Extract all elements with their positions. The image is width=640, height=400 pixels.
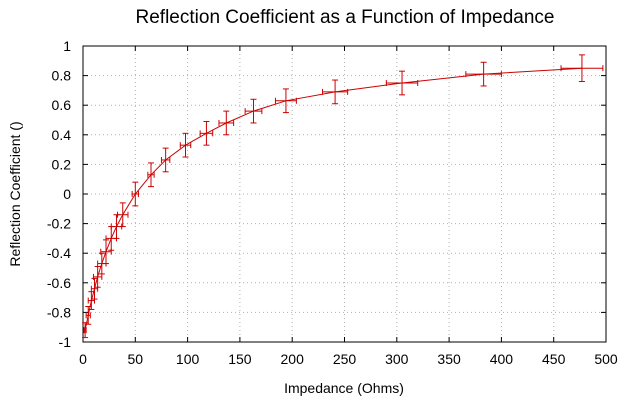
series-line: [84, 67, 582, 331]
x-tick-label: 150: [228, 351, 252, 367]
data-point: [131, 181, 139, 207]
x-tick-label: 250: [333, 351, 357, 367]
data-point: [385, 70, 419, 96]
y-tick-label: -0.6: [47, 275, 71, 291]
x-axis-label: Impedance (Ohms): [284, 380, 404, 396]
x-tick-label: 350: [437, 351, 461, 367]
data-point: [218, 110, 235, 136]
x-tick-label: 400: [490, 351, 514, 367]
x-tick-label: 300: [385, 351, 409, 367]
data-point: [179, 132, 192, 158]
y-tick-label: -0.8: [47, 304, 71, 320]
y-tick-label: 0.6: [52, 97, 72, 113]
x-tick-label: 200: [281, 351, 305, 367]
data-point: [274, 88, 297, 114]
x-tick-label: 0: [79, 351, 87, 367]
x-tick-label: 500: [594, 351, 618, 367]
chart-title: Reflection Coefficient as a Function of …: [136, 7, 555, 28]
data-point: [465, 61, 502, 87]
x-tick-label: 450: [542, 351, 566, 367]
y-axis-label: Reflection Coefficient (): [7, 121, 23, 266]
data-point: [85, 305, 92, 325]
y-tick-label: -1: [59, 334, 72, 350]
data-point: [322, 79, 349, 105]
y-tick-label: 0: [63, 186, 71, 202]
series-group: [82, 54, 604, 339]
data-point: [199, 120, 214, 146]
y-tick-label: -0.4: [47, 245, 71, 261]
data-point: [147, 162, 155, 188]
x-tick-label: 50: [128, 351, 144, 367]
data-point: [160, 147, 171, 173]
y-axis-ticks: -1 -0.8 -0.6 -0.4 -0.2 0 0.2 0.4 0.6 0.8 1: [47, 38, 606, 350]
data-point: [244, 98, 263, 124]
data-point: [117, 202, 129, 228]
y-tick-label: -0.2: [47, 216, 71, 232]
data-point: [90, 277, 99, 300]
y-tick-label: 0.4: [52, 127, 72, 143]
y-tick-label: 0.8: [52, 68, 72, 84]
x-axis-ticks: 0 50 100 150 200 250 300 350 400 450 500: [79, 46, 618, 367]
y-tick-label: 0.2: [52, 156, 72, 172]
y-tick-label: 1: [63, 38, 71, 54]
data-point: [82, 322, 89, 339]
x-tick-label: 100: [176, 351, 200, 367]
data-point: [100, 239, 112, 265]
data-point: [560, 54, 604, 83]
plot-frame: [82, 45, 607, 343]
